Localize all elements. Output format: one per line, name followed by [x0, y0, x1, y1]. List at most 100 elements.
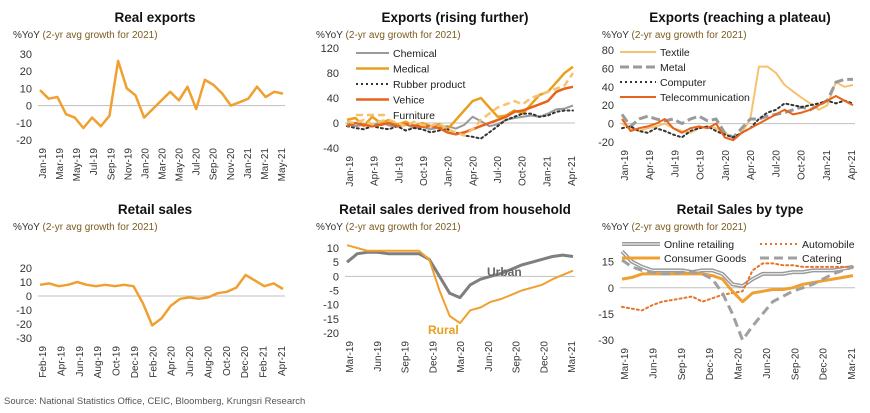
legend-item: Metal	[620, 62, 686, 74]
y-tick-label: 80	[602, 45, 614, 57]
x-tick-label: Dec-19	[428, 341, 439, 374]
x-tick-label: Jul-20	[192, 148, 203, 176]
x-tick-label: Jan-19	[345, 156, 356, 187]
x-tick-label: Mar-21	[567, 341, 578, 373]
legend-label: Catering	[802, 253, 842, 265]
y-tick-label: 0	[333, 271, 339, 283]
unit-label: %YoY (2-yr avg growth for 2021)	[602, 30, 747, 41]
x-tick-label: Apr-20	[167, 346, 178, 376]
source-note: Source: National Statistics Office, CEIC…	[4, 396, 306, 407]
x-tick-label: Mar-19	[620, 348, 631, 380]
x-tick-label: Feb-21	[259, 346, 270, 378]
series-line-automobile	[621, 262, 854, 312]
legend-label: Furniture	[393, 110, 435, 122]
x-tick-label: Jan-21	[822, 150, 833, 181]
x-tick-label: Feb-19	[38, 346, 49, 378]
x-tick-label: Apr-21	[847, 150, 858, 180]
annotation-urban: Urban	[487, 265, 522, 279]
x-tick-label: Jun-20	[762, 348, 773, 379]
chart-title: Retail sales	[118, 202, 192, 217]
x-tick-label: Oct-20	[222, 346, 233, 376]
chart-title: Exports (rising further)	[381, 10, 528, 25]
x-tick-label: Dec-20	[819, 348, 830, 381]
chart-panel-5: Retail sales derived from household %YoY …	[316, 202, 578, 373]
x-tick-label: Jul-20	[771, 150, 782, 178]
x-tick-label: Jul-19	[394, 156, 405, 184]
x-tick-label: May-21	[277, 148, 288, 182]
unit-label: %YoY (2-yr avg growth for 2021)	[316, 222, 461, 233]
legend-label: Chemical	[393, 48, 437, 60]
chart-title: Exports (reaching a plateau)	[649, 10, 831, 25]
y-tick-label: -20	[598, 137, 614, 149]
y-tick-label: 20	[602, 100, 614, 112]
x-tick-label: Dec-19	[705, 348, 716, 381]
x-tick-label: Dec-20	[539, 341, 550, 374]
x-tick-label: Mar-19	[345, 341, 356, 373]
series-line-computer	[621, 99, 854, 139]
x-tick-label: Jul-19	[89, 148, 100, 176]
x-tick-label: Aug-19	[93, 346, 104, 379]
x-tick-label: Mar-20	[158, 148, 169, 180]
x-tick-label: Dec-19	[130, 346, 141, 379]
y-tick-label: -20	[16, 135, 32, 147]
y-tick-label: -10	[16, 305, 32, 317]
series-line-urban	[346, 250, 574, 300]
legend-label: Telecommunication	[660, 92, 750, 104]
x-tick-label: Mar-20	[734, 348, 745, 380]
x-tick-label: Nov-19	[123, 148, 134, 181]
y-tick-label: 30	[20, 49, 32, 61]
x-tick-label: Mar-19	[55, 148, 66, 180]
legend-item: Automobile	[760, 239, 855, 251]
x-tick-label: Oct-19	[112, 346, 123, 376]
y-tick-label: -5	[329, 286, 339, 298]
legend-item: Medical	[356, 64, 429, 76]
unit-label: %YoY (2-yr avg growth for 2021)	[316, 30, 461, 41]
y-tick-label: 0	[26, 291, 32, 303]
x-tick-label: Apr-21	[567, 156, 578, 186]
y-tick-label: -15	[323, 314, 339, 326]
x-tick-label: Mar-21	[260, 148, 271, 180]
y-tick-label: -10	[16, 118, 32, 130]
y-tick-label: 20	[20, 263, 32, 275]
x-tick-label: Jun-19	[648, 348, 659, 379]
legend-label: Automobile	[802, 239, 855, 251]
y-tick-label: -40	[323, 143, 339, 155]
y-tick-label: -30	[598, 335, 614, 347]
x-tick-label: Oct-19	[696, 150, 707, 180]
y-tick-label: 120	[321, 43, 339, 55]
chart-panel-4: Retail sales %YoY (2-yr avg growth for 20…	[13, 202, 288, 378]
legend-item: Consumer Goods	[622, 253, 746, 265]
legend-label: Consumer Goods	[664, 253, 746, 265]
x-tick-label: Jun-19	[373, 341, 384, 372]
legend-item: Telecommunication	[620, 92, 750, 104]
legend-item: Catering	[760, 253, 842, 265]
x-tick-label: Jun-20	[185, 346, 196, 377]
y-tick-label: 0	[608, 283, 614, 295]
chart-title: Real exports	[114, 10, 195, 25]
x-tick-label: Mar-21	[847, 348, 858, 380]
x-tick-label: Nov-20	[226, 148, 237, 181]
x-tick-label: Dec-20	[240, 346, 251, 379]
legend-item: Furniture	[356, 110, 435, 122]
x-tick-label: Jun-20	[484, 341, 495, 372]
y-tick-label: 20	[20, 66, 32, 78]
x-tick-label: Jan-20	[140, 148, 151, 179]
x-tick-label: Jul-20	[493, 156, 504, 184]
legend-item: Online retailing	[622, 239, 734, 251]
chart-panel-1: Real exports %YoY (2-yr avg growth for 20…	[13, 10, 288, 181]
x-tick-label: Apr-20	[468, 156, 479, 186]
legend-label: Rubber product	[393, 79, 465, 91]
x-tick-label: Jan-19	[620, 150, 631, 181]
x-tick-label: May-19	[72, 148, 83, 182]
y-tick-label: 80	[327, 68, 339, 80]
series-line-rural	[346, 244, 574, 325]
x-tick-label: Apr-19	[645, 150, 656, 180]
chart-panel-6: Retail Sales by type %YoY (2-yr avg growt…	[598, 202, 858, 380]
y-tick-label: 15	[602, 257, 614, 269]
chart-title: Retail sales derived from household	[339, 202, 571, 217]
y-tick-label: 0	[608, 119, 614, 131]
y-tick-label: -15	[598, 309, 614, 321]
x-tick-label: Apr-19	[370, 156, 381, 186]
series-line	[39, 273, 284, 327]
